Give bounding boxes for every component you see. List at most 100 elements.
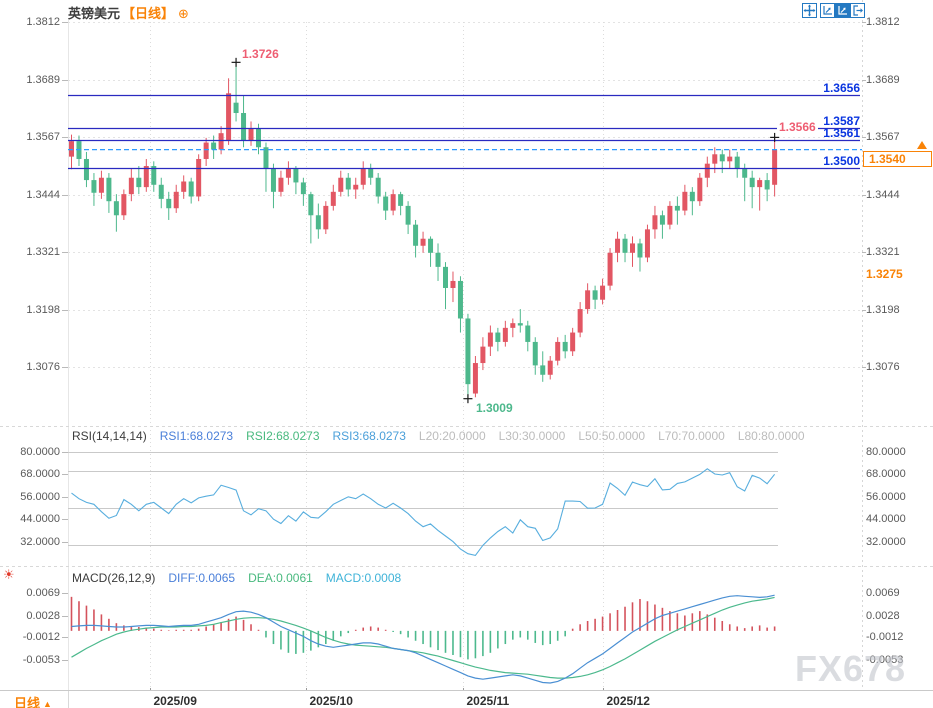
candle <box>525 325 531 342</box>
x-axis-month-label: 2025/10 <box>309 694 353 708</box>
time-axis-bar[interactable]: 日线 ▲ 2025/09 2025/10 2025/11 2025/12 <box>0 690 933 708</box>
candle <box>562 341 568 352</box>
candle <box>151 166 157 185</box>
candle <box>233 102 239 114</box>
candle <box>757 180 763 188</box>
candle <box>330 191 336 206</box>
axis-zoom-active-tool-icon[interactable] <box>835 3 850 18</box>
candle <box>487 332 493 347</box>
rsi-indicator-header[interactable]: RSI(14,14,14) RSI1:68.0273 RSI2:68.0273 RSI… <box>72 429 805 443</box>
candle <box>218 133 224 150</box>
candle <box>600 285 606 300</box>
candle <box>577 309 583 333</box>
chart-header: 英镑美元 【日线】 ⊕ <box>68 3 189 22</box>
symbol-title: 英镑美元 <box>68 6 121 21</box>
candle <box>136 177 142 188</box>
candle <box>540 365 546 375</box>
candle <box>592 290 598 300</box>
macd-tick-label: 0.0028 <box>866 610 900 622</box>
candle <box>555 341 561 361</box>
watermark: FX678 <box>795 648 907 689</box>
candle <box>308 194 314 216</box>
indicator-header-item: RSI3:68.0273 <box>332 429 406 443</box>
candle <box>719 154 725 162</box>
candle <box>502 327 508 342</box>
add-indicator-icon[interactable]: ⊕ <box>178 6 189 21</box>
candle <box>615 238 621 253</box>
candle <box>248 128 254 141</box>
rsi-tick-label: 32.0000 <box>866 536 906 548</box>
level-price-label: 1.3656 <box>823 80 860 95</box>
candle <box>413 224 419 246</box>
candle <box>203 142 209 159</box>
rsi-tick-label: 56.0000 <box>20 491 60 503</box>
candle <box>495 332 501 342</box>
candle <box>585 290 591 310</box>
candle <box>241 113 247 141</box>
price-tick-label: 1.3321 <box>866 246 900 258</box>
x-axis-month-label: 2025/09 <box>153 694 197 708</box>
candle <box>405 205 411 225</box>
crosshair-tool-icon[interactable] <box>802 3 817 18</box>
support-level-label: 1.3275 <box>866 266 903 281</box>
candle <box>226 93 232 141</box>
indicator-header-item: L80:80.0000 <box>737 429 805 443</box>
candle <box>360 168 366 185</box>
candle <box>285 168 291 178</box>
indicator-settings-icon[interactable]: ☀ <box>3 567 15 582</box>
candle <box>211 142 217 150</box>
period-tab-label: 日线 <box>14 696 41 708</box>
caret-up-icon: ▲ <box>43 699 52 708</box>
candle <box>278 177 284 192</box>
rsi-tick-label: 56.0000 <box>866 491 906 503</box>
candle <box>472 363 478 394</box>
divider <box>68 691 69 708</box>
candle <box>69 141 74 157</box>
candle <box>659 215 665 225</box>
indicator-header-item: RSI1:68.0273 <box>159 429 234 443</box>
candle <box>323 205 329 230</box>
period-badge: 【日线】 <box>122 6 175 21</box>
candle <box>570 332 576 352</box>
axis-zoom-tool-icon[interactable] <box>820 3 835 18</box>
rsi-tick-label: 32.0000 <box>20 536 60 548</box>
candle <box>181 181 187 192</box>
extreme-price-annotation: 1.3726 <box>242 47 279 62</box>
extreme-price-annotation: 1.3009 <box>475 400 513 415</box>
price-tick-label: 1.3812 <box>26 16 60 28</box>
candle <box>166 198 172 209</box>
candle <box>106 177 112 202</box>
candle <box>622 238 628 253</box>
indicator-header-item: RSI(14,14,14) <box>72 429 147 443</box>
candle <box>465 318 471 385</box>
candle <box>293 168 299 183</box>
candle <box>338 177 344 192</box>
rsi-tick-label: 80.0000 <box>20 446 60 458</box>
indicator-header-item: DEA:0.0061 <box>248 571 313 585</box>
price-tick-label: 1.3076 <box>26 361 60 373</box>
price-tick-label: 1.3812 <box>866 16 900 28</box>
x-axis-month-label: 2025/11 <box>466 694 510 708</box>
candle <box>91 180 97 193</box>
indicator-header-item: L70:70.0000 <box>658 429 725 443</box>
rsi-tick-label: 80.0000 <box>866 446 906 458</box>
indicator-header-item: L30:30.0000 <box>498 429 566 443</box>
price-tick-label: 1.3567 <box>866 131 900 143</box>
candle <box>764 180 770 190</box>
macd-tick-label: -0.0053 <box>866 654 904 666</box>
candle <box>375 177 381 197</box>
indicator-header-item: L20:20.0000 <box>418 429 486 443</box>
candle <box>158 184 164 199</box>
candle <box>353 184 359 190</box>
candle <box>83 158 89 181</box>
candle <box>772 149 778 185</box>
rsi-tick-label: 44.0000 <box>866 513 906 525</box>
candle <box>547 360 553 375</box>
exit-chart-tool-icon[interactable] <box>850 3 865 18</box>
macd-indicator-header[interactable]: MACD(26,12,9) DIFF:0.0065 DEA:0.0061 MACD:0… <box>72 571 401 585</box>
period-tab-daily[interactable]: 日线 ▲ <box>14 693 52 708</box>
macd-diff-line <box>71 594 775 684</box>
macd-dea-line <box>71 596 775 679</box>
candle <box>256 128 261 148</box>
